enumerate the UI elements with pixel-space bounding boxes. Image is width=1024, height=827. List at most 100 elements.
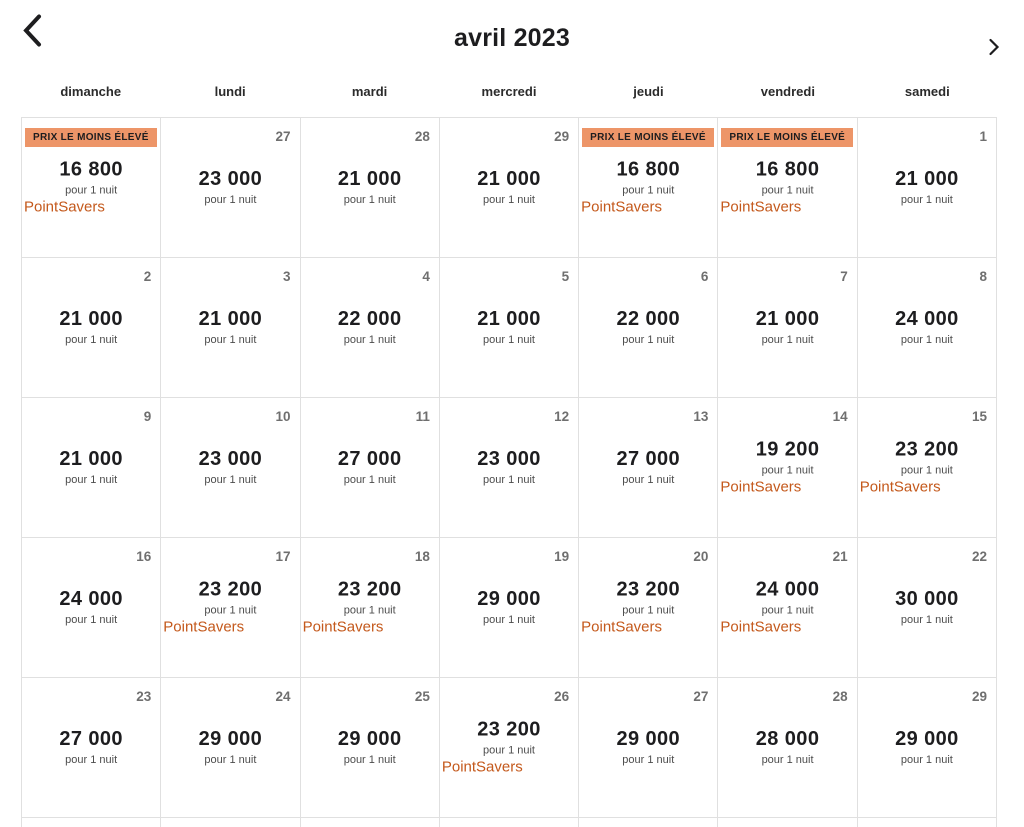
- lowest-price-badge: PRIX LE MOINS ÉLEVÉ: [721, 128, 854, 147]
- day-cell[interactable]: 17 23 200 pour 1 nuit PointSavers: [161, 538, 301, 678]
- day-cell[interactable]: 10 23 000 pour 1 nuit: [161, 398, 301, 538]
- day-cell[interactable]: 5 21 000 pour 1 nuit: [439, 258, 580, 398]
- day-cell-partial[interactable]: [439, 818, 580, 827]
- day-cell-partial[interactable]: [22, 818, 162, 827]
- price-block: 23 200 pour 1 nuit PointSavers: [301, 578, 439, 635]
- weekday-label: jeudi: [633, 84, 664, 99]
- day-number: 25: [414, 689, 430, 704]
- day-cell[interactable]: 6 22 000 pour 1 nuit: [579, 258, 719, 398]
- points-price: 23 200: [337, 577, 402, 600]
- day-cell[interactable]: 27 29 000 pour 1 nuit: [579, 678, 719, 818]
- day-number: 1: [979, 129, 987, 144]
- day-cell[interactable]: 19 29 000 pour 1 nuit: [439, 538, 580, 678]
- points-price: 21 000: [755, 307, 820, 330]
- day-cell[interactable]: 8 24 000 pour 1 nuit: [857, 258, 997, 398]
- price-block: 21 000 pour 1 nuit: [22, 448, 160, 486]
- points-price: 27 000: [59, 727, 123, 750]
- weekday-label: vendredi: [760, 84, 815, 99]
- points-price: 27 000: [616, 447, 681, 470]
- per-night-label: pour 1 nuit: [622, 753, 675, 766]
- day-number: 29: [971, 689, 987, 704]
- day-cell-partial[interactable]: [161, 818, 301, 827]
- price-block: 21 000 pour 1 nuit: [440, 168, 578, 206]
- day-cell[interactable]: 1 21 000 pour 1 nuit: [857, 118, 997, 258]
- day-cell-partial[interactable]: [857, 818, 997, 827]
- day-cell[interactable]: 9 21 000 pour 1 nuit: [22, 398, 162, 538]
- day-cell[interactable]: 29 21 000 pour 1 nuit: [439, 118, 580, 258]
- price-block: 16 800 pour 1 nuit PointSavers: [718, 158, 856, 215]
- points-price: 16 800: [616, 157, 681, 180]
- day-cell[interactable]: 7 21 000 pour 1 nuit: [718, 258, 858, 398]
- points-price: 21 000: [59, 307, 123, 330]
- per-night-label: pour 1 nuit: [761, 463, 814, 476]
- points-price: 23 000: [198, 167, 263, 190]
- day-number: 8: [979, 269, 987, 284]
- day-cell[interactable]: 2 21 000 pour 1 nuit: [22, 258, 162, 398]
- pointsavers-label: PointSavers: [720, 617, 802, 635]
- day-number: 17: [275, 549, 291, 564]
- day-cell[interactable]: 23 27 000 pour 1 nuit: [22, 678, 162, 818]
- per-night-label: pour 1 nuit: [204, 193, 257, 206]
- day-number: 23: [136, 689, 152, 704]
- day-cell-partial[interactable]: [718, 818, 858, 827]
- day-cell[interactable]: 16 24 000 pour 1 nuit: [22, 538, 162, 678]
- day-cell[interactable]: 26 23 200 pour 1 nuit PointSavers: [439, 678, 580, 818]
- price-block: 22 000 pour 1 nuit: [301, 308, 439, 346]
- day-cell[interactable]: 15 23 200 pour 1 nuit PointSavers: [857, 398, 997, 538]
- pointsavers-label: PointSavers: [720, 197, 802, 215]
- price-block: 23 200 pour 1 nuit PointSavers: [440, 718, 578, 775]
- points-price: 29 000: [895, 727, 959, 750]
- day-cell[interactable]: 28 21 000 pour 1 nuit: [300, 118, 440, 258]
- prev-month-button[interactable]: [18, 10, 47, 51]
- day-cell[interactable]: 3 21 000 pour 1 nuit: [161, 258, 301, 398]
- day-cell[interactable]: 22 30 000 pour 1 nuit: [857, 538, 997, 678]
- day-number: 6: [700, 269, 709, 284]
- per-night-label: pour 1 nuit: [900, 753, 953, 766]
- day-number: 27: [693, 689, 709, 704]
- price-block: 29 000 pour 1 nuit: [858, 728, 996, 766]
- lowest-price-badge: PRIX LE MOINS ÉLEVÉ: [582, 128, 714, 147]
- points-price: 22 000: [616, 307, 681, 330]
- day-cell[interactable]: 20 23 200 pour 1 nuit PointSavers: [579, 538, 719, 678]
- day-cell[interactable]: 24 29 000 pour 1 nuit: [161, 678, 301, 818]
- day-cell[interactable]: 13 27 000 pour 1 nuit: [579, 398, 719, 538]
- day-cell[interactable]: 29 29 000 pour 1 nuit: [857, 678, 997, 818]
- day-cell[interactable]: 18 23 200 pour 1 nuit PointSavers: [300, 538, 440, 678]
- day-cell[interactable]: 28 28 000 pour 1 nuit: [718, 678, 858, 818]
- day-number: 28: [414, 129, 430, 144]
- per-night-label: pour 1 nuit: [343, 193, 396, 206]
- day-cell[interactable]: 21 24 000 pour 1 nuit PointSavers: [718, 538, 858, 678]
- per-night-label: pour 1 nuit: [900, 193, 953, 206]
- price-block: 21 000 pour 1 nuit: [718, 308, 856, 346]
- day-cell[interactable]: 25 29 000 pour 1 nuit: [300, 678, 440, 818]
- next-month-button[interactable]: [984, 34, 1004, 60]
- per-night-label: pour 1 nuit: [343, 603, 396, 616]
- per-night-label: pour 1 nuit: [65, 473, 118, 486]
- day-number: 26: [554, 689, 570, 704]
- day-cell[interactable]: 4 22 000 pour 1 nuit: [300, 258, 440, 398]
- per-night-label: pour 1 nuit: [204, 753, 257, 766]
- day-number: 3: [283, 269, 291, 284]
- day-cell[interactable]: 14 19 200 pour 1 nuit PointSavers: [718, 398, 858, 538]
- points-price: 21 000: [895, 167, 959, 190]
- day-cell[interactable]: 27 23 000 pour 1 nuit: [161, 118, 301, 258]
- price-block: 23 000 pour 1 nuit: [440, 448, 578, 486]
- points-price: 29 000: [337, 727, 402, 750]
- per-night-label: pour 1 nuit: [343, 473, 396, 486]
- per-night-label: pour 1 nuit: [622, 333, 675, 346]
- day-cell-partial[interactable]: [300, 818, 440, 827]
- price-block: 27 000 pour 1 nuit: [22, 728, 160, 766]
- day-cell[interactable]: 12 23 000 pour 1 nuit: [439, 398, 580, 538]
- day-cell[interactable]: 11 27 000 pour 1 nuit: [300, 398, 440, 538]
- pointsavers-label: PointSavers: [859, 477, 941, 495]
- day-cell-partial[interactable]: [579, 818, 719, 827]
- points-price: 29 000: [198, 727, 263, 750]
- price-block: 23 200 pour 1 nuit PointSavers: [579, 578, 717, 635]
- per-night-label: pour 1 nuit: [483, 473, 535, 486]
- day-number: 20: [693, 549, 709, 564]
- points-price: 23 200: [616, 577, 681, 600]
